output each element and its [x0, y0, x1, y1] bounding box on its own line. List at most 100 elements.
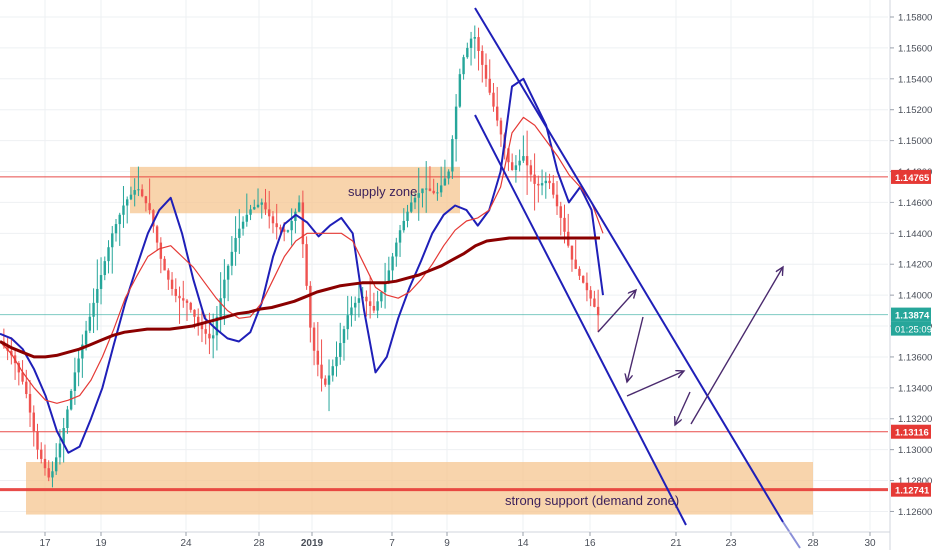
price-labels: 1.14765 1.13874 01:25:09 1.13116 1.12741 [891, 169, 932, 497]
candle-body [103, 261, 106, 276]
candle-body [398, 230, 402, 243]
x-tick-label: 14 [517, 538, 529, 549]
x-tick-label: 23 [725, 538, 737, 549]
moving-averages [0, 77, 604, 454]
y-tick-label: 1.15000 [898, 136, 932, 147]
candle-body [563, 217, 566, 232]
candle-body [484, 64, 488, 79]
candle-body [182, 298, 185, 301]
candle-body [447, 171, 450, 179]
x-tick-label: 2019 [301, 538, 324, 549]
candle-body [578, 268, 581, 276]
y-tick-label: 1.13200 [898, 414, 932, 425]
candle-body [320, 364, 323, 379]
candle-body [383, 282, 387, 293]
projection-arrow [626, 371, 684, 397]
projection-arrows [597, 267, 783, 425]
candle-body [238, 228, 241, 238]
candle-body [372, 305, 376, 311]
y-tick-label: 1.15800 [898, 12, 932, 23]
candle-body [66, 409, 69, 429]
candle-body [406, 211, 409, 221]
candle-body [365, 296, 368, 302]
price-label-box [891, 307, 931, 322]
candle-body [518, 160, 521, 166]
countdown-label: 01:25:09 [895, 325, 932, 336]
candle-body [492, 92, 495, 107]
candle-body [327, 375, 331, 385]
candle-body [253, 207, 256, 210]
candle-body [167, 270, 170, 280]
candle-body [466, 47, 469, 58]
candle-body [126, 199, 129, 206]
candle-body [350, 307, 353, 316]
candle-body [189, 302, 192, 310]
candle-body [570, 245, 574, 260]
candle-body [77, 358, 80, 373]
x-tick-label: 28 [253, 538, 265, 549]
candle-body [88, 316, 92, 331]
projection-arrow [675, 391, 691, 425]
candle-body [454, 106, 458, 140]
candle-body [425, 188, 428, 190]
candle-body [28, 394, 32, 413]
time-axis[interactable]: 17 19 24 28 2019 7 9 14 16 21 23 28 30 [39, 532, 876, 549]
horizontal-levels [0, 176, 888, 492]
candle-body [163, 258, 166, 271]
y-tick-label: 1.12600 [898, 507, 932, 518]
y-tick-label: 1.15400 [898, 74, 932, 85]
candle-body [458, 74, 462, 107]
candle-body [279, 227, 282, 230]
candle-body [197, 316, 200, 324]
candle-body [552, 183, 555, 195]
candle-body [473, 37, 476, 39]
candle-body [451, 139, 454, 172]
candle-body [346, 315, 349, 330]
candle-body [537, 183, 540, 186]
candle-body [230, 251, 234, 266]
candle-body [593, 298, 596, 307]
candle-body [309, 285, 312, 328]
candle-body [193, 309, 196, 317]
x-tick-label: 21 [670, 538, 682, 549]
candle-body [380, 292, 383, 302]
candle-body [148, 203, 151, 211]
candles [2, 25, 600, 488]
candle-body [286, 230, 290, 232]
candle-body [391, 256, 394, 271]
projection-arrow [690, 267, 783, 425]
candle-body [574, 259, 577, 269]
candle-body [282, 229, 286, 232]
candle-body [223, 279, 226, 299]
candle-body [84, 330, 88, 345]
candle-body [496, 106, 499, 121]
candle-body [36, 431, 39, 450]
candle-body [301, 202, 305, 245]
descending-channel [474, 7, 801, 549]
candle-body [51, 471, 54, 478]
zone-label: strong support (demand zone) [505, 493, 679, 508]
candle-body [114, 224, 118, 234]
candle-body [436, 192, 439, 194]
candle-body [469, 38, 473, 48]
candle-body [555, 194, 559, 207]
candle-body [17, 363, 21, 373]
candle-body [69, 390, 73, 410]
candle-body [305, 244, 308, 286]
x-tick-label: 16 [584, 538, 596, 549]
candle-body [488, 78, 491, 93]
candle-body [241, 221, 245, 229]
candle-body [544, 180, 548, 184]
candle-body [297, 202, 301, 212]
candle-body [185, 300, 189, 303]
candle-body [58, 443, 62, 458]
candle-body [21, 372, 24, 382]
candle-body [387, 270, 391, 283]
series-ma_blue [0, 77, 604, 454]
candle-body [428, 188, 432, 191]
candle-body [174, 288, 177, 296]
candle-body [275, 223, 278, 228]
projection-arrow [627, 316, 644, 382]
candle-body [170, 279, 174, 289]
